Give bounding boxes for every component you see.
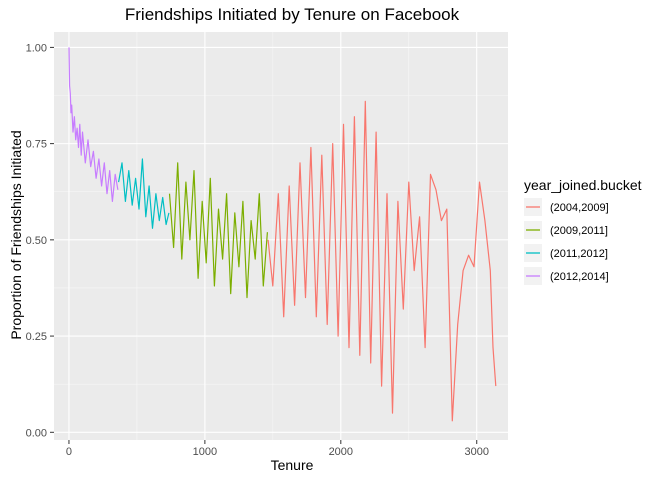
x-axis-title: Tenure	[271, 457, 314, 473]
y-tick-label: 1.00	[26, 42, 47, 54]
y-axis-ticks: 0.00 0.25 0.50 0.75 1.00	[26, 42, 54, 439]
y-tick-label: 0.50	[26, 235, 47, 247]
chart-title: Friendships Initiated by Tenure on Faceb…	[125, 5, 460, 24]
series-line	[267, 100, 497, 422]
x-tick-label: 2000	[329, 446, 353, 458]
legend-title: year_joined.bucket	[524, 177, 642, 193]
y-tick-label: 0.00	[26, 427, 47, 439]
series-lines	[68, 47, 497, 422]
series-line	[68, 47, 119, 202]
series-line	[168, 162, 268, 299]
x-tick-label: 0	[66, 446, 72, 458]
legend-label: (2012,2014]	[550, 271, 609, 283]
x-tick-label: 3000	[464, 446, 488, 458]
y-tick-label: 0.75	[26, 139, 47, 151]
legend-label: (2009,2011]	[550, 225, 608, 237]
y-axis-title: Proportion of Friendships Initiated	[8, 130, 24, 339]
y-tick-label: 0.25	[26, 331, 47, 343]
legend-label: (2011,2012]	[550, 248, 608, 260]
x-axis-ticks: 0 1000 2000 3000	[66, 440, 489, 458]
x-tick-label: 1000	[193, 446, 217, 458]
legend: year_joined.bucket (2004,2009] (2009,2011…	[524, 177, 642, 285]
legend-label: (2004,2009]	[550, 202, 609, 214]
series-line	[118, 158, 170, 229]
plot-panel	[54, 32, 508, 440]
